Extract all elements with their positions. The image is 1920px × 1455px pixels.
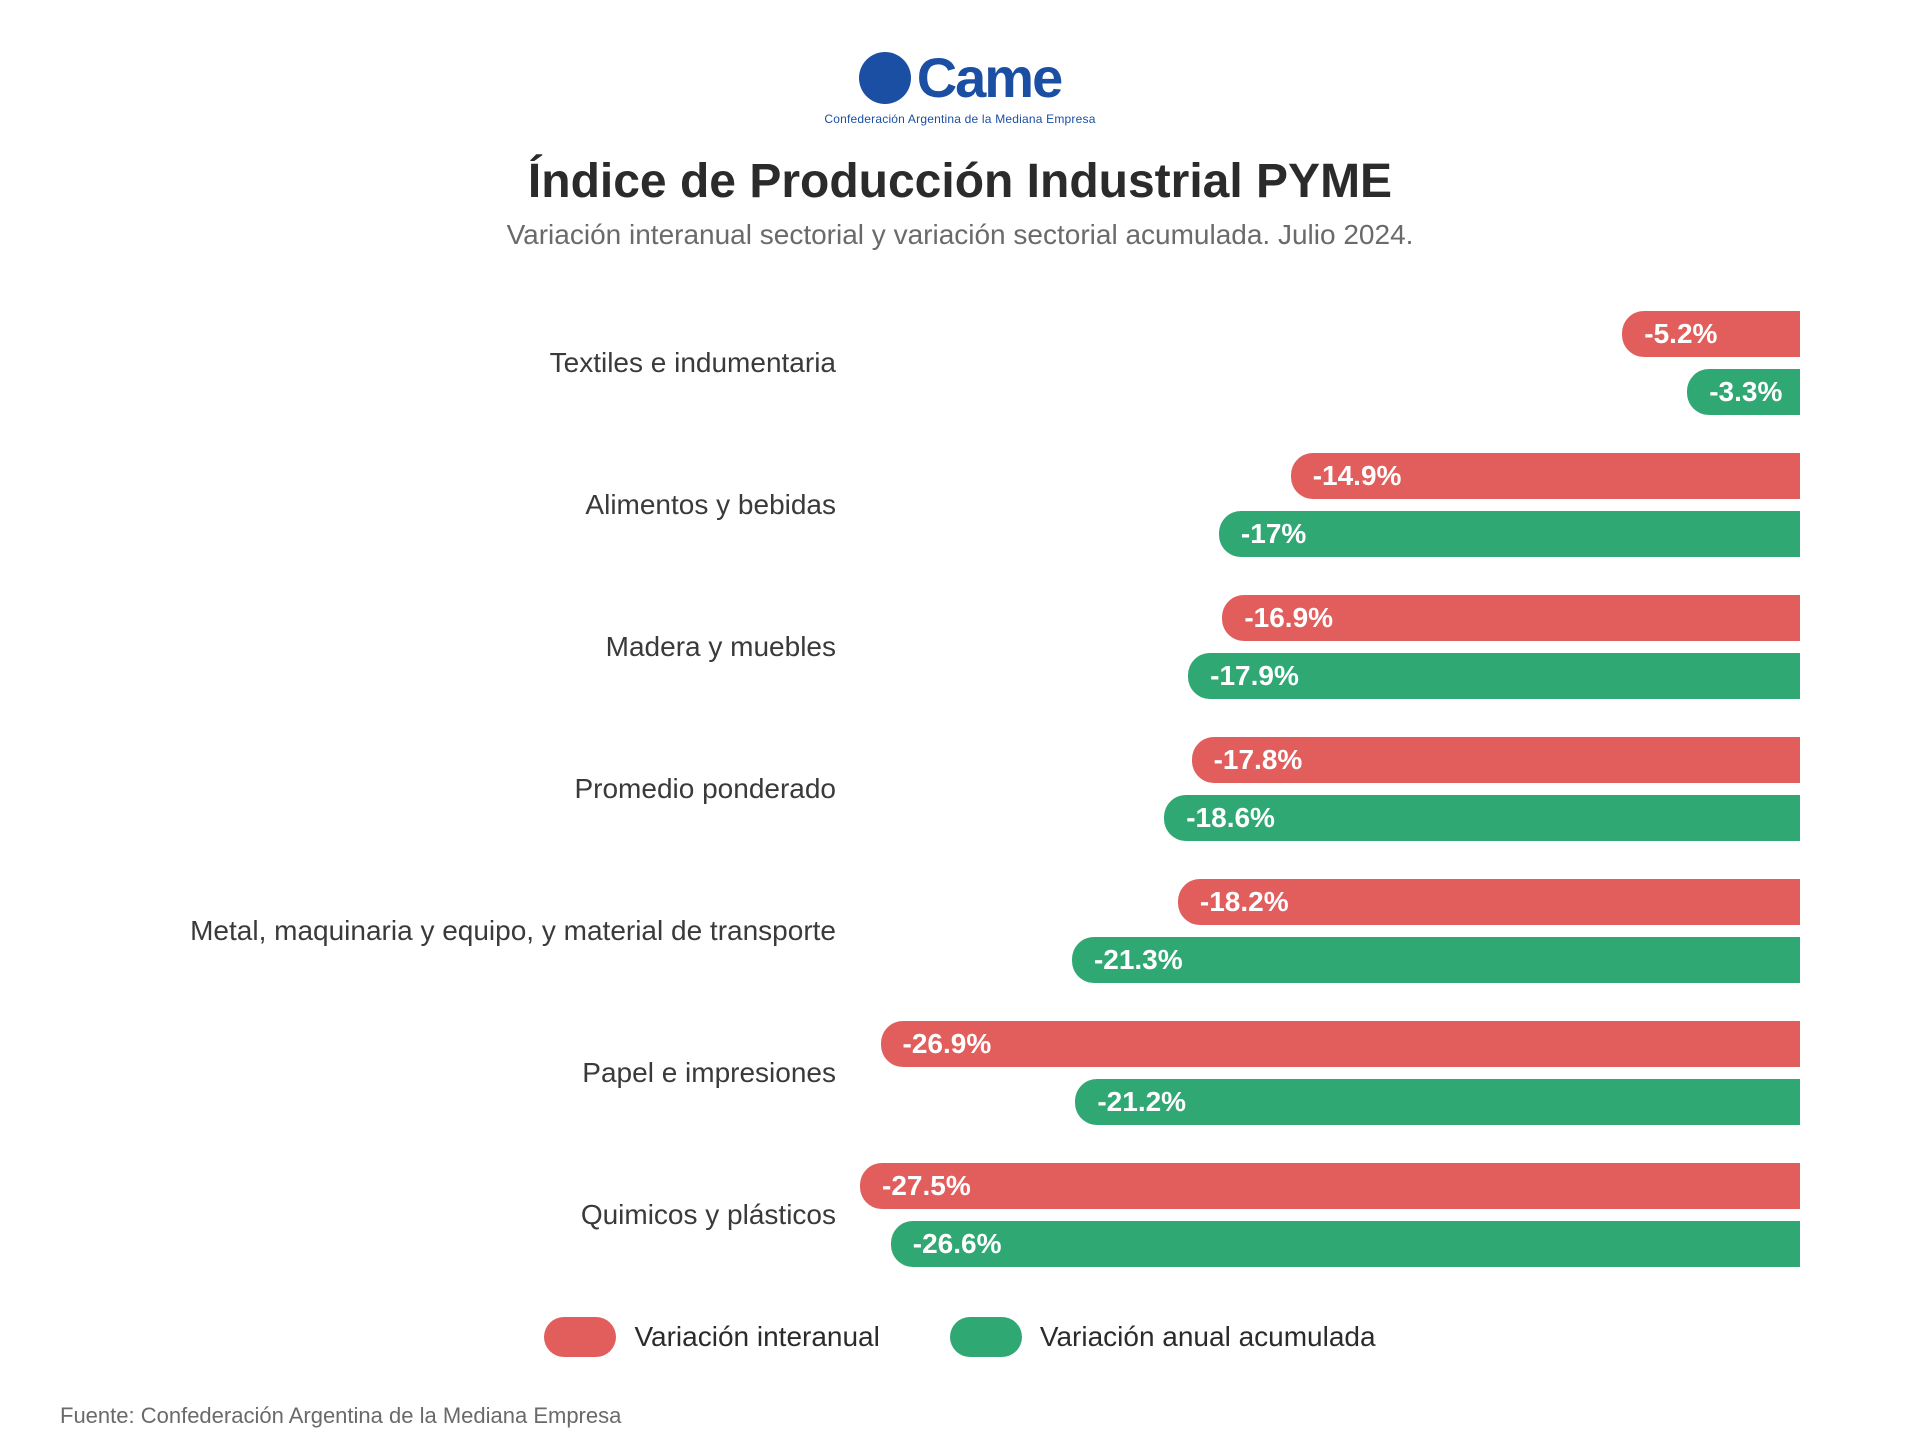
chart-row: Promedio ponderado -17.8% -18.6% — [60, 737, 1800, 841]
bars-container: -14.9% -17% — [860, 453, 1800, 557]
bar-interanual: -26.9% — [881, 1021, 1800, 1067]
bar-value-label: -26.6% — [891, 1228, 1002, 1260]
bar-acumulada: -17.9% — [1188, 653, 1800, 699]
bar-acumulada: -17% — [1219, 511, 1800, 557]
bars-container: -17.8% -18.6% — [860, 737, 1800, 841]
bar-value-label: -16.9% — [1222, 602, 1333, 634]
page: Came Confederación Argentina de la Media… — [0, 0, 1920, 1455]
logo-text: Came — [917, 50, 1062, 106]
legend-swatch-interanual — [544, 1317, 616, 1357]
logo-circle-icon — [859, 52, 911, 104]
source-text: Fuente: Confederación Argentina de la Me… — [60, 1403, 1860, 1429]
category-label: Textiles e indumentaria — [60, 347, 860, 379]
logo-container: Came Confederación Argentina de la Media… — [60, 50, 1860, 126]
legend-item-acumulada: Variación anual acumulada — [950, 1317, 1376, 1357]
legend-swatch-acumulada — [950, 1317, 1022, 1357]
category-label: Alimentos y bebidas — [60, 489, 860, 521]
chart-row: Papel e impresiones -26.9% -21.2% — [60, 1021, 1800, 1125]
bar-interanual: -18.2% — [1178, 879, 1800, 925]
chart-row: Metal, maquinaria y equipo, y material d… — [60, 879, 1800, 983]
bar-acumulada: -26.6% — [891, 1221, 1800, 1267]
bar-value-label: -27.5% — [860, 1170, 971, 1202]
category-label: Promedio ponderado — [60, 773, 860, 805]
bar-interanual: -17.8% — [1192, 737, 1800, 783]
bar-value-label: -18.2% — [1178, 886, 1289, 918]
bar-value-label: -17.9% — [1188, 660, 1299, 692]
bar-value-label: -5.2% — [1622, 318, 1717, 350]
bar-value-label: -26.9% — [881, 1028, 992, 1060]
legend-label-acumulada: Variación anual acumulada — [1040, 1321, 1376, 1353]
logo-subtext: Confederación Argentina de la Mediana Em… — [824, 112, 1095, 126]
bar-acumulada: -21.2% — [1075, 1079, 1800, 1125]
bar-interanual: -16.9% — [1222, 595, 1800, 641]
category-label: Madera y muebles — [60, 631, 860, 663]
bar-value-label: -14.9% — [1291, 460, 1402, 492]
legend: Variación interanual Variación anual acu… — [60, 1317, 1860, 1357]
category-label: Metal, maquinaria y equipo, y material d… — [60, 915, 860, 947]
bar-interanual: -27.5% — [860, 1163, 1800, 1209]
chart-row: Quimicos y plásticos-27.5% -26.6% — [60, 1163, 1800, 1267]
bar-value-label: -18.6% — [1164, 802, 1275, 834]
bar-value-label: -3.3% — [1687, 376, 1782, 408]
bar-interanual: -5.2% — [1622, 311, 1800, 357]
chart-row: Madera y muebles -16.9% -17.9% — [60, 595, 1800, 699]
bars-container: -27.5% -26.6% — [860, 1163, 1800, 1267]
logo: Came Confederación Argentina de la Media… — [824, 50, 1095, 126]
bars-container: -26.9% -21.2% — [860, 1021, 1800, 1125]
bar-value-label: -17.8% — [1192, 744, 1303, 776]
legend-label-interanual: Variación interanual — [634, 1321, 879, 1353]
bar-value-label: -21.2% — [1075, 1086, 1186, 1118]
chart-title: Índice de Producción Industrial PYME — [60, 154, 1860, 209]
category-label: Quimicos y plásticos — [60, 1199, 860, 1231]
bar-interanual: -14.9% — [1291, 453, 1800, 499]
bar-acumulada: -21.3% — [1072, 937, 1800, 983]
chart-row: Textiles e indumentaria -5.2% -3.3% — [60, 311, 1800, 415]
bars-container: -16.9% -17.9% — [860, 595, 1800, 699]
bars-container: -18.2% -21.3% — [860, 879, 1800, 983]
bar-acumulada: -18.6% — [1164, 795, 1800, 841]
bar-value-label: -21.3% — [1072, 944, 1183, 976]
legend-item-interanual: Variación interanual — [544, 1317, 879, 1357]
logo-top: Came — [859, 50, 1062, 106]
bar-acumulada: -3.3% — [1687, 369, 1800, 415]
title-block: Índice de Producción Industrial PYME Var… — [60, 154, 1860, 251]
bar-value-label: -17% — [1219, 518, 1306, 550]
chart-row: Alimentos y bebidas -14.9% -17% — [60, 453, 1800, 557]
bar-chart: Textiles e indumentaria -5.2% -3.3% Aliment… — [60, 311, 1860, 1267]
bars-container: -5.2% -3.3% — [860, 311, 1800, 415]
category-label: Papel e impresiones — [60, 1057, 860, 1089]
chart-subtitle: Variación interanual sectorial y variaci… — [60, 219, 1860, 251]
